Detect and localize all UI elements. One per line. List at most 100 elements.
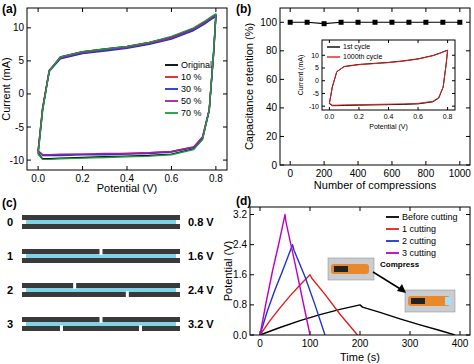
data-point — [389, 20, 394, 25]
y-tick-right — [466, 79, 470, 80]
row-label: 0 — [7, 216, 13, 228]
y-tick — [27, 127, 31, 128]
electrode-bottom — [22, 224, 180, 229]
y-tick — [27, 27, 31, 28]
x-tick — [82, 166, 83, 170]
y-tick — [250, 274, 254, 275]
x-tick — [459, 161, 460, 165]
x-tick-top — [260, 207, 261, 211]
y-tick-right — [466, 136, 470, 137]
x-tick-label: 600 — [384, 168, 401, 179]
legend-label: 70 % — [181, 108, 202, 118]
plot-area — [260, 215, 455, 335]
y-tick-label: 80 — [266, 45, 278, 56]
annotation: Compress — [380, 260, 420, 269]
electrode-bottom — [22, 326, 180, 331]
y-tick-label: 0.0 — [233, 330, 247, 341]
x-tick — [460, 331, 461, 335]
x-tick-top — [290, 8, 291, 12]
device — [331, 264, 369, 274]
display — [334, 266, 348, 272]
x-tick — [127, 166, 128, 170]
legend-swatch — [386, 252, 399, 254]
chart-panel: 0.00.20.40.60.8-10-50510Potential (V)Cur… — [0, 2, 227, 194]
y-tick-label: 1.6 — [233, 269, 247, 280]
chart-panel: 02004006008001000020406080100Number of c… — [236, 2, 471, 191]
data-point — [322, 21, 327, 26]
x-tick-top — [38, 8, 39, 12]
voltage-label: 2.4 V — [188, 284, 214, 296]
y-tick-right — [223, 93, 227, 94]
row-label: 3 — [7, 318, 13, 330]
y-tick-label: 60 — [266, 74, 278, 85]
cut — [100, 248, 103, 255]
data-point — [423, 20, 428, 25]
plot-frame — [322, 40, 455, 110]
y-tick — [280, 22, 284, 23]
x-tick-label: 0 — [287, 168, 293, 179]
electrode-top — [22, 283, 180, 288]
plot-frame — [27, 8, 227, 170]
y-tick-right — [466, 107, 470, 108]
y-axis-label: Current (mA) — [0, 57, 12, 121]
photo — [405, 290, 455, 312]
legend-label: Original — [181, 60, 212, 70]
y-tick-right — [466, 244, 470, 245]
legend-swatch — [386, 240, 399, 242]
legend: Original10 %30 %50 %70 % — [165, 60, 212, 118]
panel-label: (d) — [236, 194, 251, 208]
y-tick-right — [466, 304, 470, 305]
x-tick-label: 0.2 — [354, 113, 364, 120]
y-tick-label: 10 — [311, 52, 319, 59]
legend-swatch — [327, 46, 340, 47]
y-tick-label: 20 — [266, 131, 278, 142]
data-point — [356, 20, 361, 25]
x-tick-label: 100 — [302, 338, 319, 349]
series-line — [38, 14, 216, 159]
electrode-top — [22, 317, 180, 322]
x-tick-top — [460, 207, 461, 211]
x-tick-label: 0.0 — [31, 173, 45, 184]
y-tick-right — [223, 160, 227, 161]
legend-swatch — [327, 56, 340, 57]
data-point — [440, 20, 445, 25]
chart-panel: 01002003004000.00.81.62.43.2Time (s)Pote… — [222, 194, 470, 363]
y-tick — [280, 79, 284, 80]
x-tick-label: 0 — [257, 338, 263, 349]
x-tick — [358, 161, 359, 165]
photo — [328, 258, 374, 280]
plot-frame — [250, 207, 470, 335]
electrode-top — [22, 249, 180, 254]
x-tick-label: 0.6 — [164, 173, 178, 184]
x-tick-top — [391, 8, 392, 12]
series-line — [38, 15, 216, 155]
y-tick — [280, 50, 284, 51]
y-axis-label: Capacitance retention (%) — [243, 23, 255, 150]
y-tick-label: 100 — [260, 17, 277, 28]
legend-label: 2 cutting — [402, 236, 436, 246]
y-tick — [250, 304, 254, 305]
y-tick-label: 0 — [18, 88, 24, 99]
x-tick — [38, 166, 39, 170]
electrode-bottom — [22, 258, 180, 263]
series-line — [329, 50, 447, 105]
x-tick-top — [324, 8, 325, 12]
y-tick-label: 2.4 — [233, 239, 247, 250]
x-tick-label: 800 — [418, 168, 435, 179]
y-tick — [280, 107, 284, 108]
x-tick-top — [425, 8, 426, 12]
y-tick-label: 0 — [315, 77, 319, 84]
series-line — [260, 215, 310, 335]
y-tick-right — [466, 214, 470, 215]
y-tick-label: -5 — [313, 90, 319, 97]
series-line — [38, 17, 216, 156]
x-tick-label: 0.2 — [76, 173, 90, 184]
legend-label: 1000th cycle — [343, 53, 382, 61]
voltage-label: 3.2 V — [188, 318, 214, 330]
y-tick — [250, 244, 254, 245]
x-axis-label: Number of compressions — [314, 179, 437, 191]
y-tick-label: 5 — [315, 64, 319, 71]
plot-frame — [280, 8, 470, 165]
data-point — [457, 20, 462, 25]
display — [411, 298, 425, 304]
